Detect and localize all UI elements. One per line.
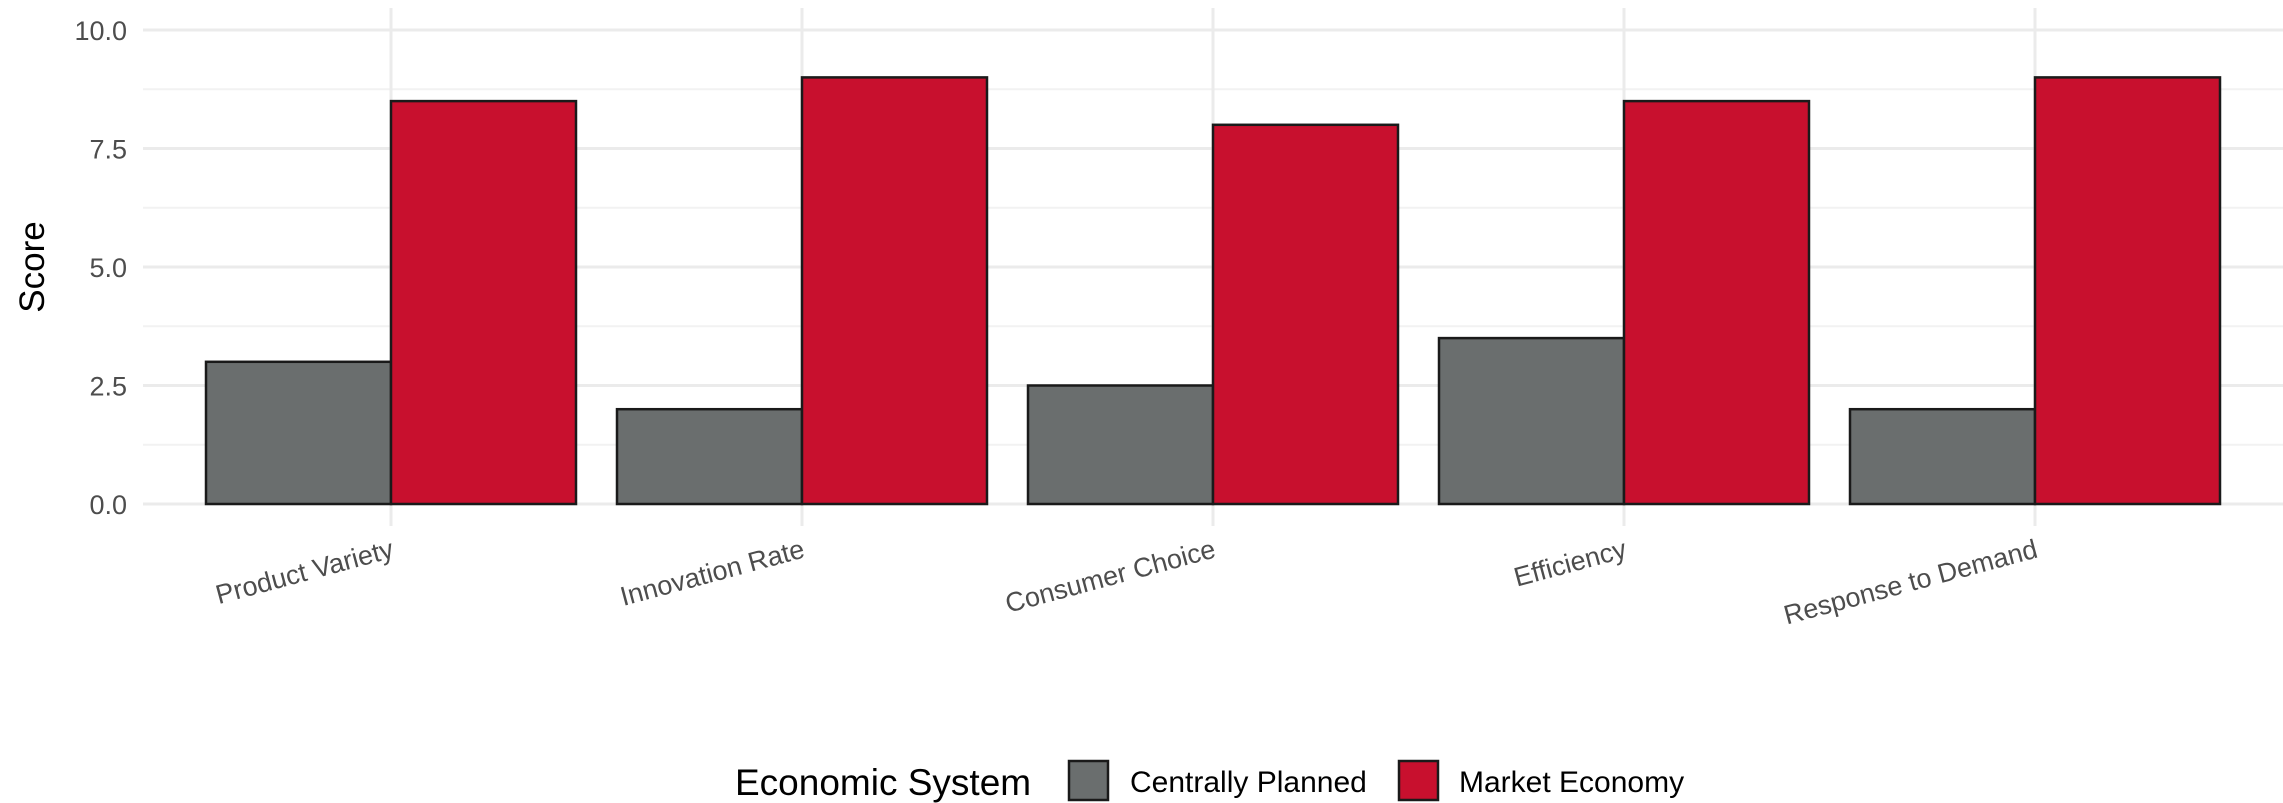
bar-centrally-planned-response-to-demand	[1848, 407, 2037, 506]
y-axis-ticks: 0.0 2.5 5.0 7.5 10.0	[74, 16, 127, 520]
legend-label-market-economy: Market Economy	[1459, 766, 1684, 799]
bar-centrally-planned-consumer-choice	[1026, 384, 1215, 506]
bar-market-economy-innovation-rate	[800, 76, 989, 506]
bar-centrally-planned-product-variety	[204, 360, 393, 506]
legend-title: Economic System	[735, 762, 1031, 803]
y-tick-label: 0.0	[89, 490, 127, 520]
x-tick-label: Innovation Rate	[617, 534, 807, 612]
y-tick-label: 10.0	[74, 16, 127, 46]
y-tick-label: 2.5	[89, 372, 127, 402]
y-tick-label: 5.0	[89, 253, 127, 283]
x-tick-label: Efficiency	[1511, 534, 1630, 593]
x-tick-label: Response to Demand	[1781, 534, 2041, 631]
legend-label-centrally-planned: Centrally Planned	[1130, 766, 1367, 799]
bar-market-economy-product-variety	[389, 99, 578, 506]
x-tick-label: Product Variety	[212, 534, 397, 610]
bars	[204, 76, 2222, 506]
x-axis-ticks: Product Variety Innovation Rate Consumer C…	[212, 534, 2040, 631]
bar-centrally-planned-efficiency	[1437, 336, 1626, 506]
legend: Economic System Centrally Planned Market …	[735, 759, 1684, 803]
bar-market-economy-consumer-choice	[1211, 123, 1400, 506]
legend-key-centrally-planned	[1067, 759, 1110, 802]
y-axis-title: Score	[13, 221, 52, 312]
legend-key-market-economy	[1397, 759, 1440, 802]
bar-market-economy-response-to-demand	[2033, 76, 2222, 506]
x-tick-label: Consumer Choice	[1002, 534, 1218, 619]
bar-market-economy-efficiency	[1622, 99, 1811, 506]
bar-centrally-planned-innovation-rate	[615, 407, 804, 506]
y-tick-label: 7.5	[89, 135, 127, 165]
